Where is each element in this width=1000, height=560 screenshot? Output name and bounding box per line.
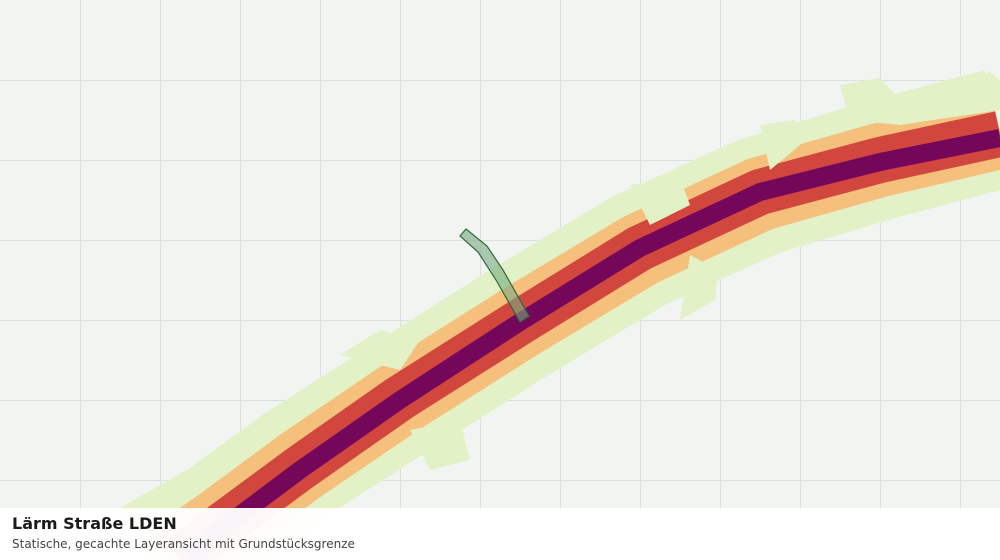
layer-title: Lärm Straße LDEN	[12, 514, 177, 533]
layer-subtitle: Statische, gecachte Layeransicht mit Gru…	[12, 537, 355, 551]
parcel-boundary[interactable]	[459, 228, 530, 323]
noise-bands	[120, 70, 1000, 560]
noise-blobs	[340, 72, 1000, 470]
caption-panel: Lärm Straße LDEN Statische, gecachte Lay…	[0, 508, 1000, 560]
